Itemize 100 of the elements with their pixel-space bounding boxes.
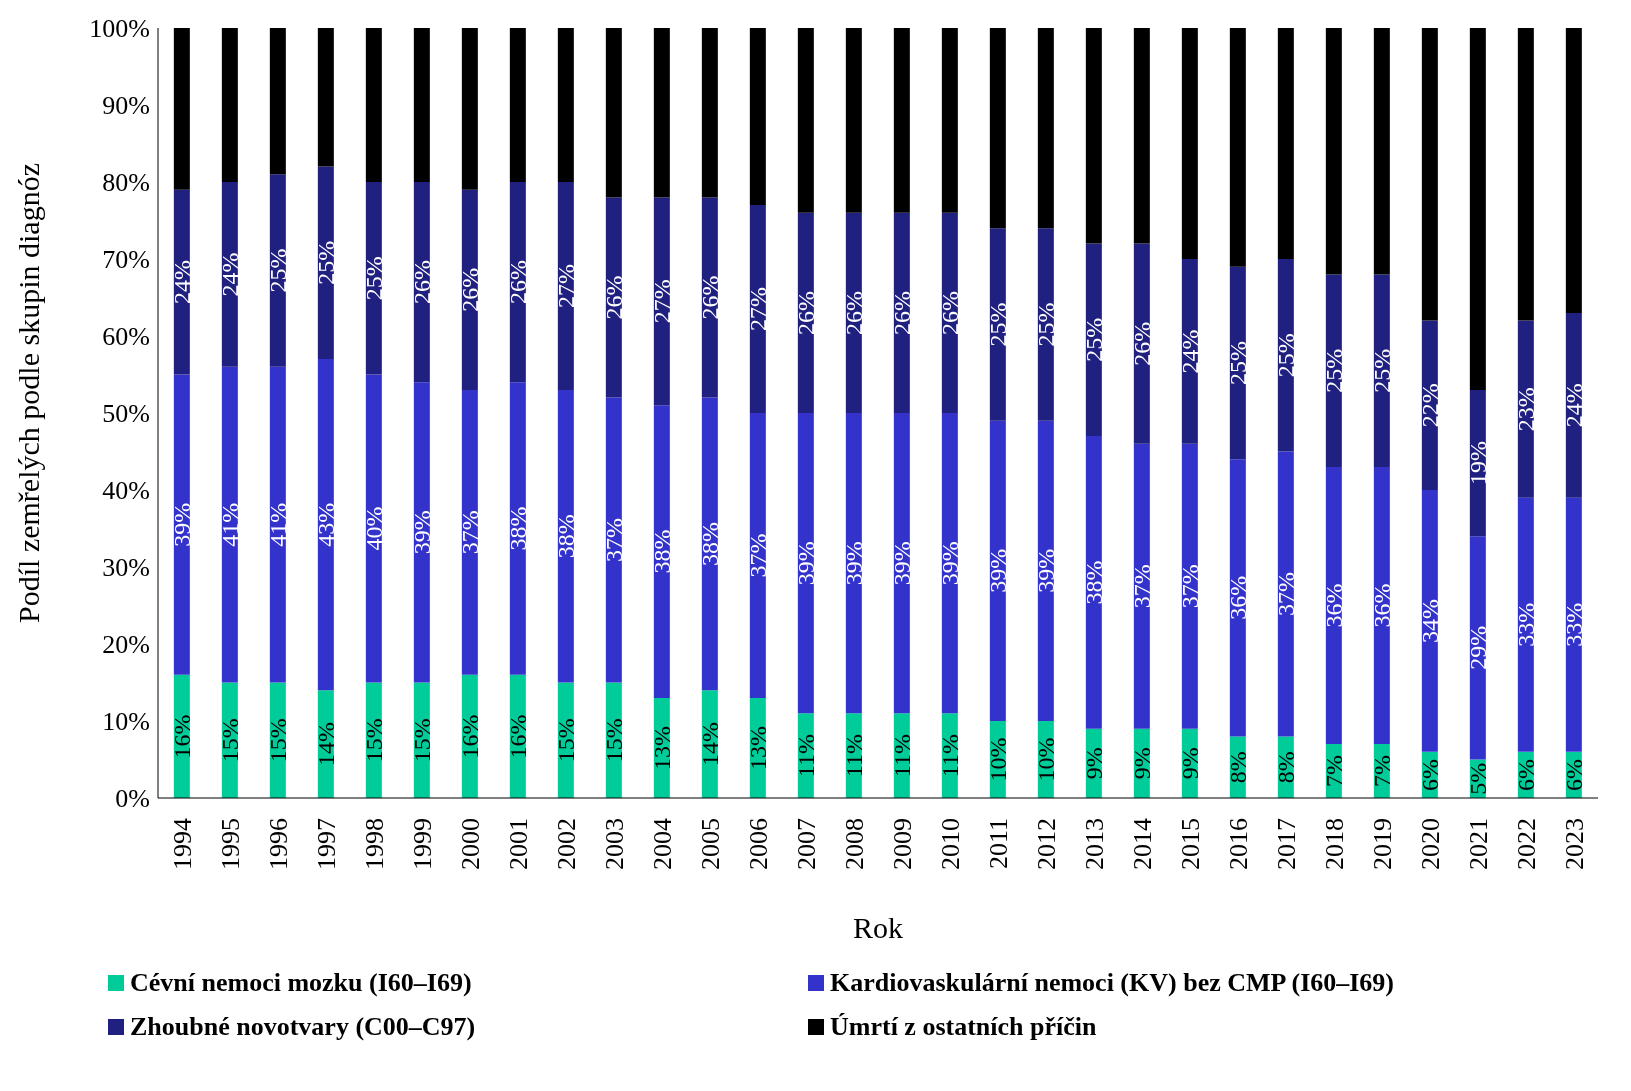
data-label: 6% <box>1560 758 1587 791</box>
bar <box>605 28 622 198</box>
data-label: 39% <box>168 502 195 547</box>
bar <box>1517 28 1534 321</box>
bar <box>893 212 910 413</box>
data-label: 13% <box>648 725 675 770</box>
bar <box>365 374 382 683</box>
data-label: 25% <box>1272 333 1299 378</box>
bar <box>317 359 334 691</box>
data-label: 37% <box>1128 564 1155 609</box>
data-label: 15% <box>216 718 243 763</box>
data-label: 26% <box>936 290 963 335</box>
legend-label: Kardiovaskulární nemoci (KV) bez CMP (I60–I69) <box>830 968 1395 998</box>
x-tick-label: 1997 <box>311 818 341 870</box>
bar <box>941 28 958 213</box>
bar <box>173 189 190 375</box>
bar <box>1325 28 1342 275</box>
data-label: 27% <box>552 263 579 308</box>
data-label: 6% <box>1416 758 1443 791</box>
x-tick-label: 2001 <box>503 818 533 870</box>
bar <box>221 182 238 367</box>
x-tick-label: 1994 <box>167 818 197 870</box>
bar <box>797 28 814 213</box>
data-label: 38% <box>696 521 723 566</box>
bar <box>1469 28 1486 390</box>
data-label: 26% <box>408 260 435 305</box>
bar <box>1229 266 1246 460</box>
x-tick-label: 2010 <box>935 818 965 870</box>
bar <box>605 397 622 683</box>
data-label: 27% <box>648 279 675 324</box>
data-label: 25% <box>984 302 1011 347</box>
x-tick-label: 2014 <box>1127 818 1157 870</box>
bar <box>989 28 1006 229</box>
x-tick-label: 2007 <box>791 818 821 870</box>
data-label: 33% <box>1512 602 1539 647</box>
bar <box>461 28 478 190</box>
bar <box>1277 28 1294 259</box>
x-tick-label: 2021 <box>1463 818 1493 870</box>
x-tick-label: 2012 <box>1031 818 1061 870</box>
bar <box>1181 28 1198 259</box>
x-tick-label: 2005 <box>695 818 725 870</box>
data-label: 39% <box>408 510 435 555</box>
data-label: 40% <box>360 506 387 551</box>
data-label: 16% <box>456 714 483 759</box>
legend-label: Cévní nemoci mozku (I60–I69) <box>130 968 472 998</box>
bar <box>509 382 526 675</box>
bar <box>1229 28 1246 267</box>
data-label: 33% <box>1560 602 1587 647</box>
data-label: 13% <box>744 725 771 770</box>
bar <box>749 28 766 206</box>
data-label: 24% <box>168 260 195 305</box>
data-label: 36% <box>1224 575 1251 620</box>
bar <box>1181 259 1198 444</box>
data-label: 22% <box>1416 383 1443 428</box>
data-label: 25% <box>1320 348 1347 393</box>
bar <box>1325 274 1342 467</box>
data-label: 26% <box>696 275 723 320</box>
bar <box>1373 466 1390 745</box>
x-tick-label: 1995 <box>215 818 245 870</box>
data-label: 37% <box>1176 564 1203 609</box>
bar <box>701 28 718 198</box>
data-label: 26% <box>600 275 627 320</box>
y-tick-label: 80% <box>102 168 150 198</box>
bar <box>797 413 814 714</box>
bar <box>749 205 766 413</box>
bar <box>845 212 862 413</box>
bar <box>269 174 286 367</box>
x-axis-title: Rok <box>852 911 904 944</box>
bar <box>941 413 958 714</box>
bar <box>1085 436 1102 729</box>
data-label: 25% <box>1224 340 1251 385</box>
bar <box>893 28 910 213</box>
data-label: 24% <box>216 252 243 297</box>
x-tick-label: 2008 <box>839 818 869 870</box>
y-tick-label: 100% <box>89 14 150 44</box>
y-tick-label: 60% <box>102 322 150 352</box>
data-label: 24% <box>1560 383 1587 428</box>
bar <box>989 228 1006 421</box>
bar <box>653 405 670 698</box>
x-tick-label: 2013 <box>1079 818 1109 870</box>
data-label: 25% <box>1368 348 1395 393</box>
data-label: 8% <box>1224 751 1251 784</box>
data-label: 26% <box>456 267 483 312</box>
bar <box>1229 459 1246 737</box>
bar <box>845 28 862 213</box>
bar <box>1133 28 1150 244</box>
data-label: 9% <box>1080 747 1107 780</box>
bar <box>1133 443 1150 729</box>
y-axis-title: Podíl zemřelých podle skupin diagnóz <box>11 163 45 623</box>
data-label: 16% <box>168 714 195 759</box>
bar <box>557 389 574 683</box>
data-label: 10% <box>984 737 1011 782</box>
data-label: 36% <box>1320 583 1347 628</box>
bar <box>173 374 190 675</box>
bar <box>461 189 478 390</box>
bar <box>413 28 430 182</box>
x-tick-label: 2006 <box>743 818 773 870</box>
bar <box>1565 497 1582 752</box>
data-label: 38% <box>504 506 531 551</box>
x-tick-label: 1998 <box>359 818 389 870</box>
